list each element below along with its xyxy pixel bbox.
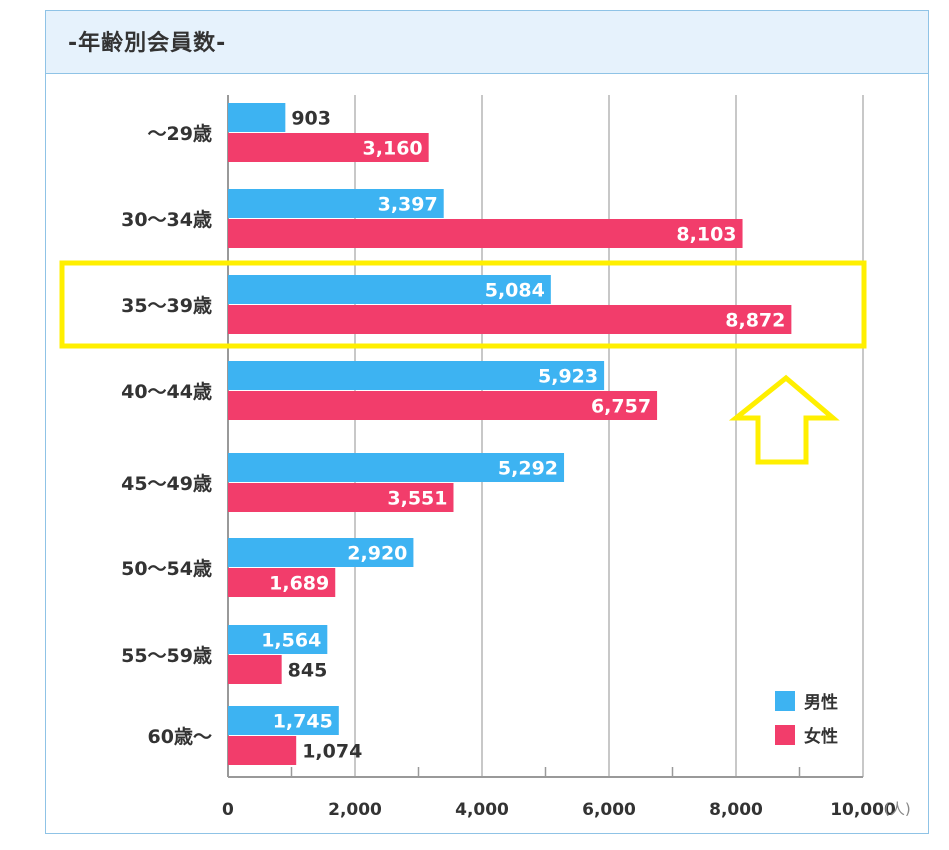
bar-female [228,305,792,334]
bar-value-label: 1,564 [261,630,321,652]
bar-value-label: 1,689 [269,573,329,595]
bar-value-label: 3,551 [387,488,447,510]
bar-male [228,706,339,735]
bar-male [228,453,565,482]
bar-male [228,103,286,132]
legend-swatch [775,725,795,745]
category-label: 30～34歳 [121,209,212,231]
bar-value-label: 5,923 [538,366,598,388]
bar-value-label: 1,074 [302,741,362,763]
bar-female [228,568,336,597]
bar-value-label: 903 [291,108,331,130]
bar-male [228,538,414,567]
legend-label: 女性 [804,726,838,747]
bar-male [228,189,444,218]
legend-swatch [775,691,795,711]
bar-value-label: 8,872 [725,310,785,332]
category-label: 55～59歳 [121,645,212,667]
bar-value-label: 5,292 [498,458,558,480]
category-label: 35～39歳 [121,295,212,317]
bar-female [228,655,282,684]
bar-value-label: 6,757 [591,396,651,418]
bar-value-label: 1,745 [273,711,333,733]
bar-female [228,133,429,162]
bar-female [228,736,297,765]
x-unit-label: (人) [884,800,911,818]
x-tick-label: 6,000 [582,800,636,820]
bar-value-label: 5,084 [485,280,545,302]
highlight-arrow-icon [728,374,840,465]
card-header: -年齢別会員数- [46,11,928,74]
bar-value-label: 3,397 [378,194,438,216]
bar-value-label: 8,103 [676,224,736,246]
category-label: 40～44歳 [121,381,212,403]
x-tick-label: 0 [222,800,234,820]
x-tick-label: 8,000 [709,800,763,820]
category-label: 60歳～ [148,726,212,748]
chart-card: -年齢別会員数- [45,10,929,834]
bar-male [228,275,551,304]
bar-female [228,483,454,512]
bar-female [228,391,658,420]
chart-title: -年齢別会員数- [68,31,227,56]
bar-female [228,219,743,248]
bar-male [228,625,328,654]
bar-male [228,361,605,390]
highlight-box [59,260,867,349]
category-label: 45～49歳 [121,473,212,495]
bar-value-label: 845 [288,660,328,682]
category-label: 50～54歳 [121,558,212,580]
x-tick-label: 10,000 [830,800,896,820]
category-label: ～29歳 [148,123,212,145]
x-tick-label: 2,000 [328,800,382,820]
x-tick-label: 4,000 [455,800,509,820]
legend-label: 男性 [804,692,838,713]
bar-value-label: 3,160 [363,138,423,160]
bar-value-label: 2,920 [347,543,407,565]
